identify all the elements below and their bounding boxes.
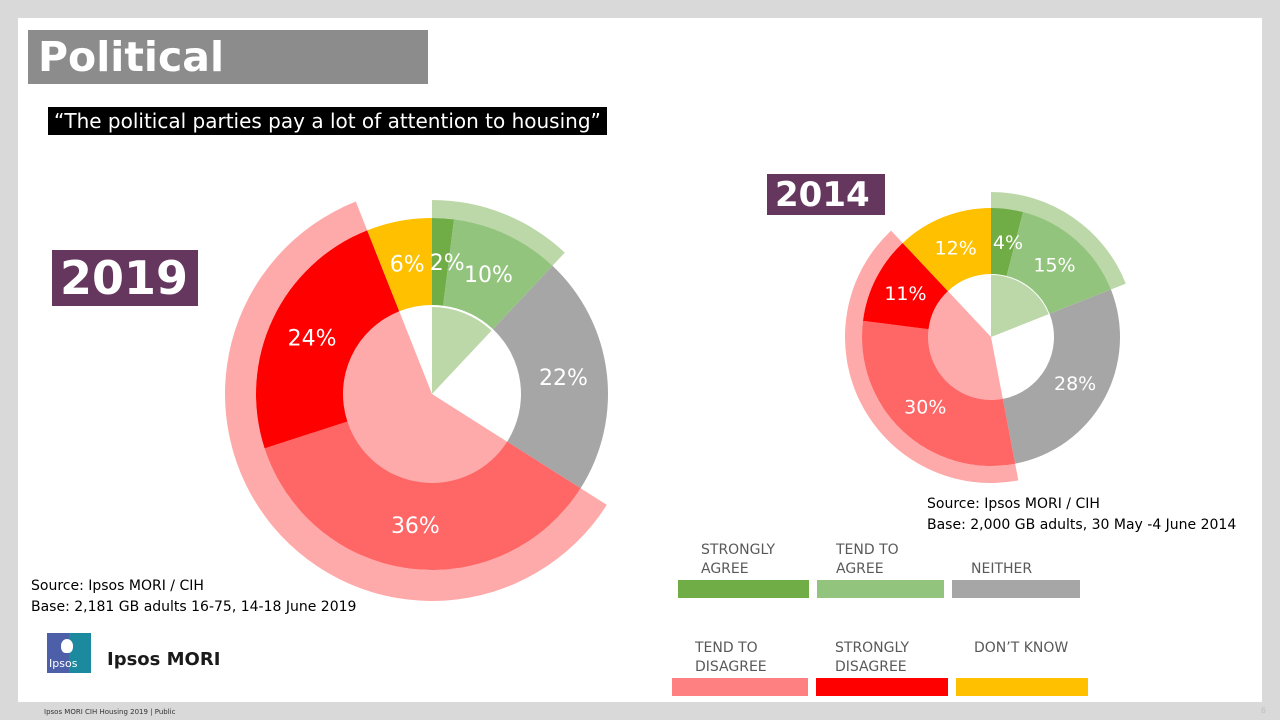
net-disagree-band-2014 — [845, 230, 1019, 483]
net-agree-core-2014 — [991, 275, 1049, 337]
slice-label-strongly-agree-2019: 2% — [430, 251, 465, 276]
source-2014: Source: Ipsos MORI / CIH — [927, 496, 1100, 512]
legend-label-tend-to-disagree: TEND TO DISAGREE — [695, 640, 767, 675]
net-agree-core-2019 — [432, 307, 492, 394]
slice-label-strongly-disagree-2014: 11% — [884, 283, 926, 305]
slice-tend-to-agree-2019 — [443, 219, 553, 330]
ipsos-logo: Ipsos — [47, 633, 91, 673]
logo-text: Ipsos — [49, 657, 78, 670]
footer-text: Ipsos MORI CIH Housing 2019 | Public — [44, 708, 176, 716]
net-agree-band-2019 — [432, 200, 565, 266]
slice-label-tend-to-disagree-2014: 30% — [904, 397, 946, 419]
legend-swatch-strongly-disagree — [816, 678, 948, 696]
page-number: 6 — [1260, 706, 1266, 715]
slice-label-neither-2019: 22% — [539, 366, 588, 391]
base-2014: Base: 2,000 GB adults, 30 May -4 June 20… — [927, 517, 1237, 533]
year-label-2014: 2014 — [767, 174, 885, 215]
slice-dont-know-2014 — [902, 208, 991, 292]
slice-label-tend-to-agree-2019: 10% — [464, 263, 513, 288]
question-quote: “The political parties pay a lot of atte… — [48, 107, 607, 135]
slice-label-neither-2014: 28% — [1054, 373, 1096, 395]
legend-swatch-strongly-agree — [678, 580, 809, 598]
slice-label-dont-know-2014: 12% — [935, 237, 977, 259]
brand-name: Ipsos MORI — [107, 649, 221, 670]
slice-strongly-agree-2019 — [432, 218, 455, 306]
legend-swatch-dont-know — [956, 678, 1088, 696]
net-agree-band-2014 — [991, 192, 1126, 290]
slice-tend-to-disagree-2014 — [862, 320, 1016, 466]
legend-swatch-neither — [952, 580, 1080, 598]
slice-tend-to-agree-2014 — [1006, 212, 1111, 314]
slice-label-dont-know-2019: 6% — [390, 253, 425, 278]
source-2019: Source: Ipsos MORI / CIH — [31, 578, 204, 594]
legend-label-strongly-disagree: STRONGLY DISAGREE — [835, 640, 909, 675]
logo-head-icon — [61, 639, 73, 653]
year-label-2019: 2019 — [52, 250, 198, 306]
base-2019: Base: 2,181 GB adults 16-75, 14-18 June … — [31, 599, 357, 615]
legend-swatch-tend-to-agree — [817, 580, 944, 598]
slice-label-tend-to-agree-2014: 15% — [1033, 255, 1075, 277]
slice-label-tend-to-disagree-2019: 36% — [391, 514, 440, 539]
slice-neither-2019 — [492, 265, 609, 489]
legend-swatch-tend-to-disagree — [672, 678, 808, 696]
slice-label-strongly-agree-2014: 4% — [993, 232, 1023, 254]
slice-label-strongly-disagree-2019: 24% — [288, 326, 337, 351]
legend-label-tend-to-agree: TEND TO AGREE — [836, 542, 899, 577]
slice-strongly-disagree-2019 — [256, 230, 400, 449]
slice-strongly-disagree-2014 — [863, 242, 948, 330]
slice-dont-know-2019 — [367, 218, 432, 312]
slice-tend-to-disagree-2019 — [264, 421, 581, 571]
legend-label-strongly-agree: STRONGLY AGREE — [701, 542, 775, 577]
slice-neither-2014 — [1002, 289, 1120, 464]
legend-label-dont-know: DON’T KNOW — [974, 640, 1069, 656]
legend-label-neither: NEITHER — [971, 561, 1033, 577]
slice-strongly-agree-2014 — [991, 208, 1024, 276]
